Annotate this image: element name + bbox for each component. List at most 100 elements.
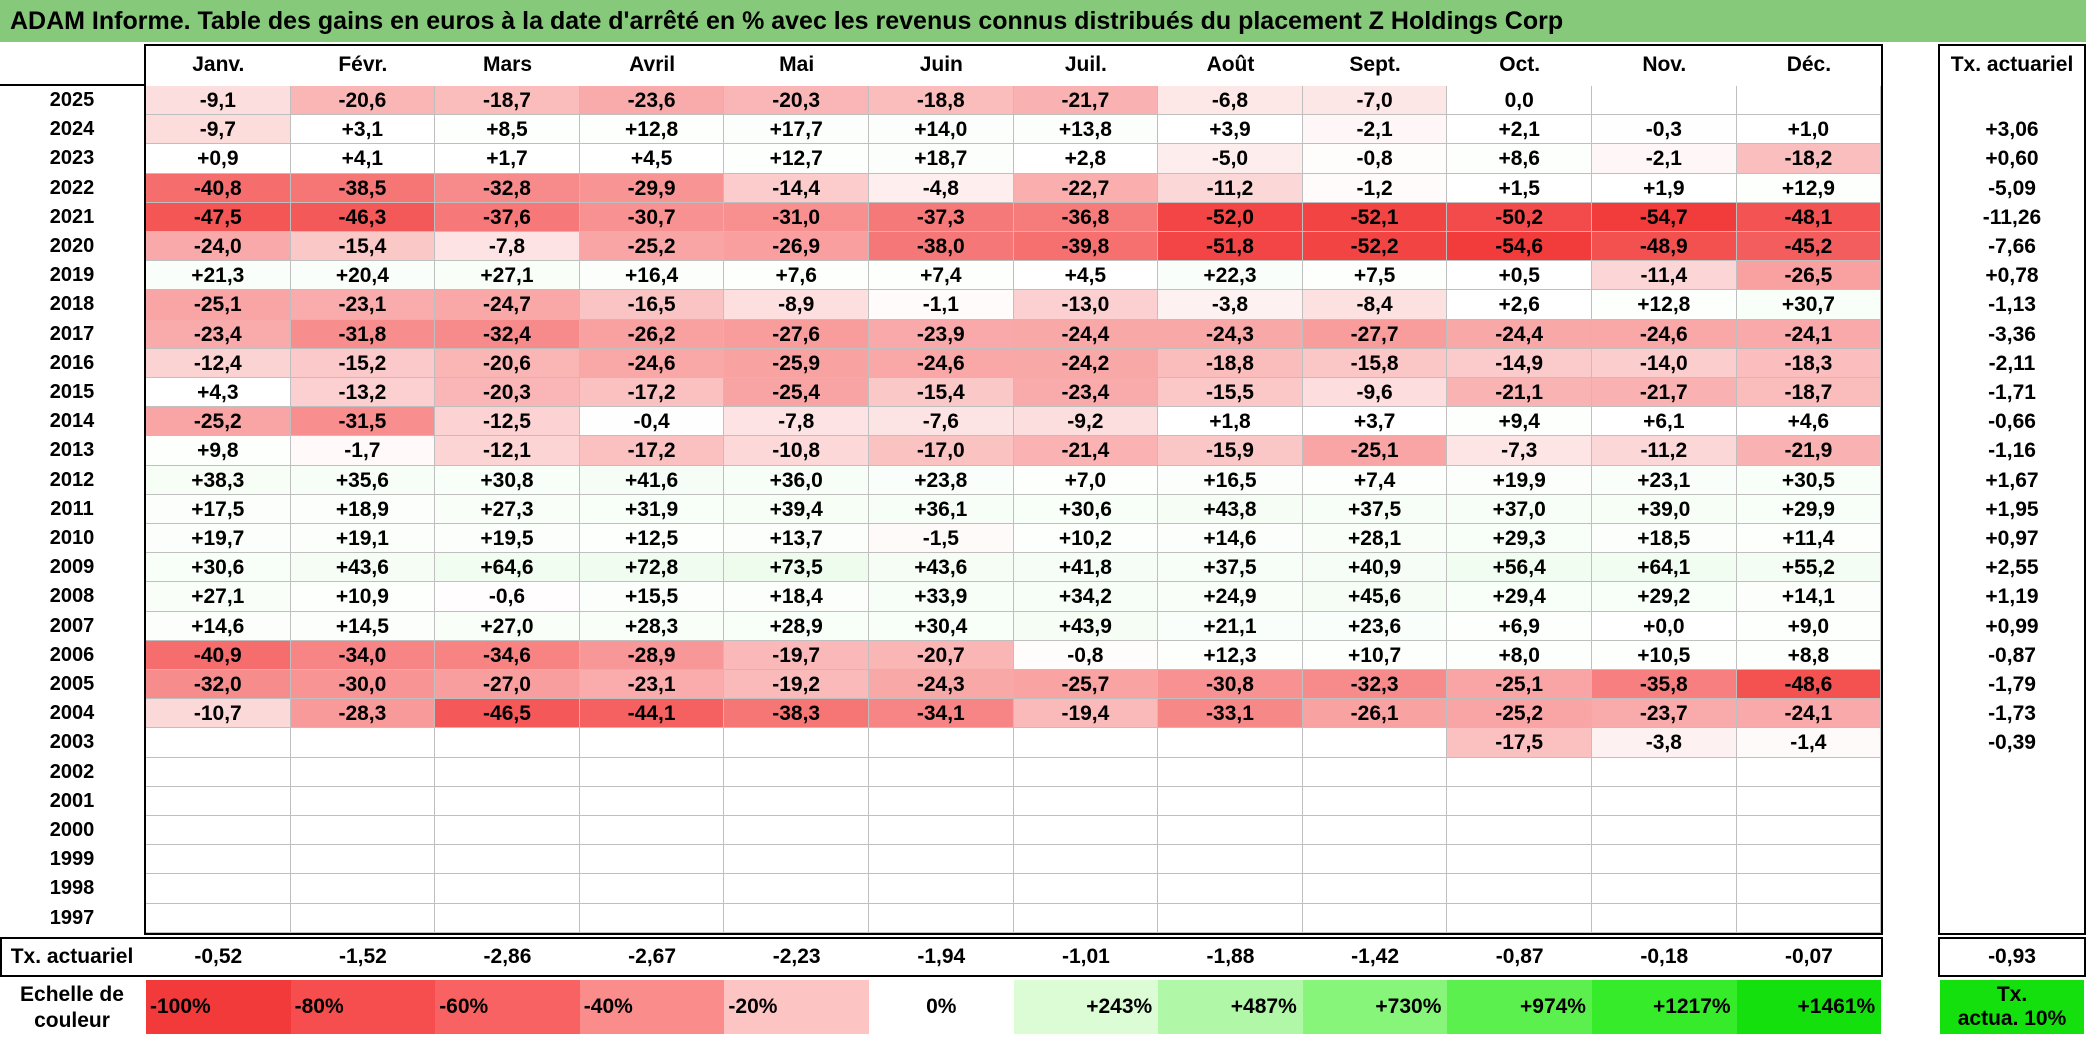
gain-cell: +23,6 xyxy=(1302,611,1448,641)
gain-cell: -28,9 xyxy=(579,640,725,670)
gain-cell xyxy=(1592,86,1737,116)
gain-cell: +28,1 xyxy=(1302,524,1448,554)
gain-cell: +27,0 xyxy=(435,611,580,641)
gain-cell: +8,0 xyxy=(1447,640,1592,670)
gain-cell: +37,0 xyxy=(1447,494,1592,524)
gain-cell xyxy=(1592,874,1737,904)
gain-cell xyxy=(724,874,869,904)
gain-cell: -25,2 xyxy=(1447,699,1592,729)
gain-cell: -25,1 xyxy=(146,290,291,320)
gain-cell: -17,5 xyxy=(1447,728,1592,758)
legend-label-line: couleur xyxy=(34,1009,110,1032)
gain-cell: +10,2 xyxy=(1013,524,1159,554)
annual-rate-cell: +0,60 xyxy=(1985,147,2039,171)
gain-cell: -5,0 xyxy=(1158,144,1303,174)
year-label: 2021 xyxy=(49,205,95,228)
gain-cell: -24,0 xyxy=(146,232,291,262)
gain-cell: +7,5 xyxy=(1302,261,1448,291)
gain-cell: -47,5 xyxy=(146,202,291,232)
gain-cell: +14,6 xyxy=(146,611,291,641)
gain-cell xyxy=(290,845,436,875)
gain-cell: +36,0 xyxy=(724,465,869,495)
gain-cell: +30,6 xyxy=(1013,494,1159,524)
gain-cell: +27,1 xyxy=(435,261,580,291)
gain-cell: -24,7 xyxy=(435,290,580,320)
gain-cell: +1,7 xyxy=(435,144,580,174)
gain-cell: -52,0 xyxy=(1158,202,1303,232)
gain-cell xyxy=(290,757,436,787)
gain-cell: -0,8 xyxy=(1013,640,1159,670)
gain-cell xyxy=(1302,874,1448,904)
footer-rate-cell: -0,07 xyxy=(1784,945,1833,968)
year-label: 2007 xyxy=(49,614,95,637)
gain-cell: -7,8 xyxy=(724,407,869,437)
gain-cell: -10,7 xyxy=(146,699,291,729)
gain-cell: +0,9 xyxy=(146,144,291,174)
annual-rate-cell xyxy=(1940,845,2084,874)
gain-cell: +0,0 xyxy=(1592,611,1737,641)
gain-cell: +4,6 xyxy=(1736,407,1882,437)
legend-swatch: -40% xyxy=(579,980,725,1034)
gain-cell: +3,7 xyxy=(1302,407,1448,437)
gain-cell: +17,7 xyxy=(724,115,869,145)
gain-cell xyxy=(1592,816,1737,846)
gain-cell: +12,8 xyxy=(1592,290,1737,320)
year-label: 2000 xyxy=(49,819,95,841)
gain-cell: +19,1 xyxy=(290,524,436,554)
gain-cell: +29,4 xyxy=(1447,582,1592,612)
gain-cell xyxy=(724,757,869,787)
gain-cell: -21,1 xyxy=(1447,378,1592,408)
gain-cell: -0,8 xyxy=(1302,144,1448,174)
gain-cell: -48,6 xyxy=(1736,670,1882,700)
gain-cell: -20,6 xyxy=(435,348,580,378)
gain-cell: -39,8 xyxy=(1013,232,1159,262)
legend-swatch: 0% xyxy=(869,980,1014,1034)
gain-cell: -38,0 xyxy=(869,232,1014,262)
gain-cell: -48,1 xyxy=(1736,202,1882,232)
gain-cell xyxy=(1592,845,1737,875)
gain-cell xyxy=(1736,816,1882,846)
gain-cell: -24,4 xyxy=(1447,319,1592,349)
gain-cell: +73,5 xyxy=(724,553,869,583)
gain-cell: -11,4 xyxy=(1592,261,1737,291)
gain-cell: -15,5 xyxy=(1158,378,1303,408)
annual-rate-cell: -0,87 xyxy=(1988,643,2036,667)
gain-cell: +72,8 xyxy=(579,553,725,583)
gain-cell xyxy=(1158,786,1303,816)
gain-cell: +38,3 xyxy=(146,465,291,495)
gain-cell: -17,2 xyxy=(579,436,725,466)
gain-cell xyxy=(1736,86,1882,116)
gain-cell: -17,0 xyxy=(869,436,1014,466)
gain-cell: +29,3 xyxy=(1447,524,1592,554)
gain-cell: -52,1 xyxy=(1302,202,1448,232)
gain-cell: +1,9 xyxy=(1592,173,1737,203)
gain-cell: -12,1 xyxy=(435,436,580,466)
gain-cell: -7,0 xyxy=(1302,86,1448,116)
gain-cell: -19,4 xyxy=(1013,699,1159,729)
gain-cell xyxy=(579,728,725,758)
gain-cell: -18,3 xyxy=(1736,348,1882,378)
gain-cell xyxy=(1592,757,1737,787)
gain-cell: +14,6 xyxy=(1158,524,1303,554)
gain-cell xyxy=(1302,816,1448,846)
gain-cell xyxy=(435,903,580,933)
gain-cell: +2,6 xyxy=(1447,290,1592,320)
gain-cell xyxy=(579,903,725,933)
gain-cell xyxy=(1013,816,1159,846)
report-title: ADAM Informe. Table des gains en euros à… xyxy=(0,0,2086,42)
gain-cell: -1,7 xyxy=(290,436,436,466)
gain-cell: +29,2 xyxy=(1592,582,1737,612)
gain-cell: -37,3 xyxy=(869,202,1014,232)
gain-cell: -21,9 xyxy=(1736,436,1882,466)
gain-cell: 0,0 xyxy=(1447,86,1592,116)
gain-cell xyxy=(724,816,869,846)
year-label: 2011 xyxy=(50,497,94,520)
gain-cell: -24,6 xyxy=(1592,319,1737,349)
gain-cell: +29,9 xyxy=(1736,494,1882,524)
gain-cell xyxy=(290,874,436,904)
gain-cell: +43,9 xyxy=(1013,611,1159,641)
footer-rate-cell: -2,86 xyxy=(483,945,532,968)
gain-cell: -9,6 xyxy=(1302,378,1448,408)
annual-rate-cell: -3,36 xyxy=(1988,322,2036,346)
gain-cell: +16,5 xyxy=(1158,465,1303,495)
